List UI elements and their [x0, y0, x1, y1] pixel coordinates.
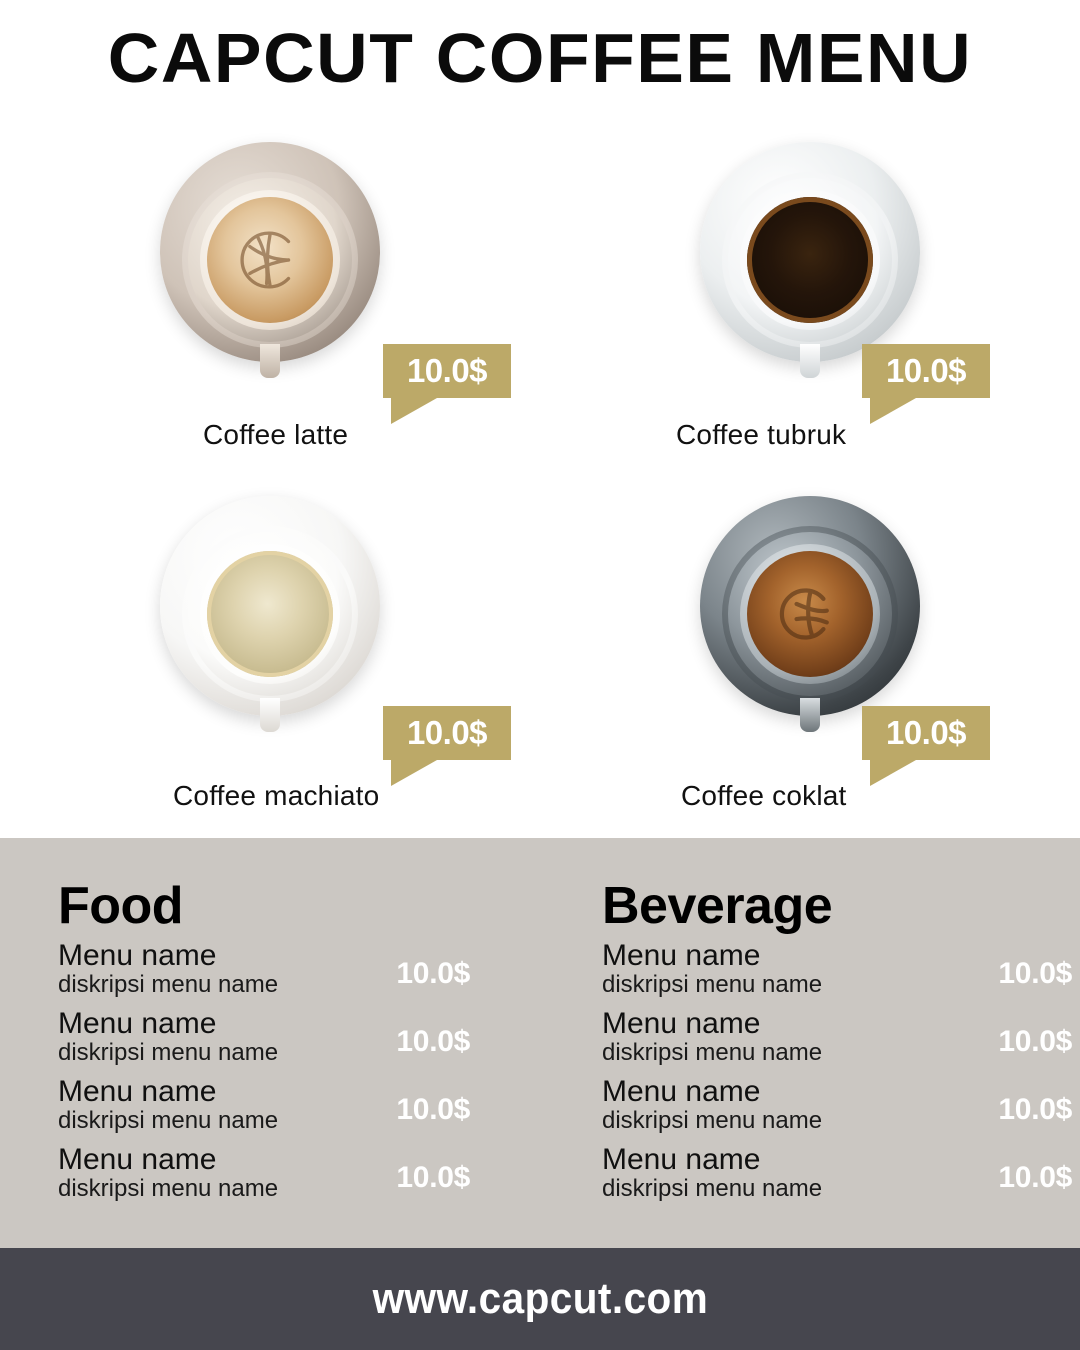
price-value-2: 10.0$	[406, 714, 488, 751]
menu-item-name: Menu name	[602, 1007, 761, 1040]
menu-item-desc: diskripsi menu name	[58, 1039, 279, 1067]
menu-column-food: Food Menu name diskripsi menu name 10.0$…	[58, 838, 528, 1212]
menu-item-desc: diskripsi menu name	[602, 971, 823, 999]
menu-row[interactable]: Menu name diskripsi menu name 10.0$	[58, 1075, 528, 1144]
menu-item-price: 10.0$	[998, 1025, 1072, 1058]
coffee-card-3[interactable]	[540, 484, 1080, 838]
footer-bar: www.capcut.com	[0, 1248, 1080, 1350]
menu-item-name: Menu name	[602, 1075, 761, 1108]
coffee-cup-top-view-icon-2	[154, 490, 386, 738]
menu-item-price: 10.0$	[998, 957, 1072, 990]
latte-art-icon-3	[768, 572, 852, 656]
menu-item-desc: diskripsi menu name	[58, 1175, 279, 1203]
menu-item-name: Menu name	[58, 1007, 217, 1040]
coffee-name-2: Coffee machiato	[173, 780, 380, 811]
price-badge-3[interactable]: 10.0$	[862, 706, 990, 786]
page-title: CAPCUT COFFEE MENU	[107, 19, 973, 97]
coffee-cup-top-view-icon-0	[154, 136, 386, 384]
menu-item-desc: diskripsi menu name	[58, 971, 279, 999]
menu-item-name: Menu name	[58, 1143, 217, 1176]
price-value-0: 10.0$	[406, 352, 488, 389]
website-url[interactable]: www.capcut.com	[372, 1274, 708, 1323]
menu-row[interactable]: Menu name diskripsi menu name 10.0$	[602, 1007, 1072, 1076]
coffee-card-2[interactable]	[0, 484, 540, 838]
menu-item-price: 10.0$	[396, 957, 470, 990]
coffee-grid	[0, 130, 1080, 838]
menu-row[interactable]: Menu name diskripsi menu name 10.0$	[602, 1075, 1072, 1144]
latte-art-icon-0	[228, 218, 312, 302]
menu-item-name: Menu name	[602, 1143, 761, 1176]
menu-row[interactable]: Menu name diskripsi menu name 10.0$	[602, 1143, 1072, 1212]
menu-item-desc: diskripsi menu name	[602, 1107, 823, 1135]
menu-panel: Food Menu name diskripsi menu name 10.0$…	[0, 838, 1080, 1248]
menu-item-price: 10.0$	[396, 1025, 470, 1058]
menu-item-desc: diskripsi menu name	[602, 1175, 823, 1203]
coffee-card-1[interactable]	[540, 130, 1080, 484]
price-badge-2[interactable]: 10.0$	[383, 706, 511, 786]
menu-row[interactable]: Menu name diskripsi menu name 10.0$	[58, 939, 528, 1008]
coffee-card-0[interactable]	[0, 130, 540, 484]
coffee-cup-top-view-icon-1	[694, 136, 926, 384]
menu-item-price: 10.0$	[396, 1161, 470, 1194]
price-badge-1[interactable]: 10.0$	[862, 344, 990, 424]
menu-item-name: Menu name	[58, 1075, 217, 1108]
coffee-name-3: Coffee coklat	[681, 780, 847, 811]
menu-item-name: Menu name	[58, 939, 217, 972]
section-heading-beverage: Beverage	[602, 877, 833, 935]
menu-list-beverage: Menu name diskripsi menu name 10.0$ Menu…	[602, 939, 1072, 1212]
price-value-1: 10.0$	[885, 352, 967, 389]
menu-list-food: Menu name diskripsi menu name 10.0$ Menu…	[58, 939, 528, 1212]
menu-item-desc: diskripsi menu name	[602, 1039, 823, 1067]
menu-row[interactable]: Menu name diskripsi menu name 10.0$	[602, 939, 1072, 1008]
menu-item-price: 10.0$	[998, 1161, 1072, 1194]
price-badge-0[interactable]: 10.0$	[383, 344, 511, 424]
price-value-3: 10.0$	[885, 714, 967, 751]
menu-row[interactable]: Menu name diskripsi menu name 10.0$	[58, 1007, 528, 1076]
menu-item-price: 10.0$	[998, 1093, 1072, 1126]
coffee-name-1: Coffee tubruk	[676, 419, 847, 450]
menu-item-desc: diskripsi menu name	[58, 1107, 279, 1135]
menu-item-name: Menu name	[602, 939, 761, 972]
menu-row[interactable]: Menu name diskripsi menu name 10.0$	[58, 1143, 528, 1212]
menu-item-price: 10.0$	[396, 1093, 470, 1126]
coffee-cup-top-view-icon-3	[694, 490, 926, 738]
coffee-name-0: Coffee latte	[203, 419, 349, 450]
menu-column-beverage: Beverage Menu name diskripsi menu name 1…	[602, 838, 1072, 1212]
section-heading-food: Food	[58, 877, 184, 935]
